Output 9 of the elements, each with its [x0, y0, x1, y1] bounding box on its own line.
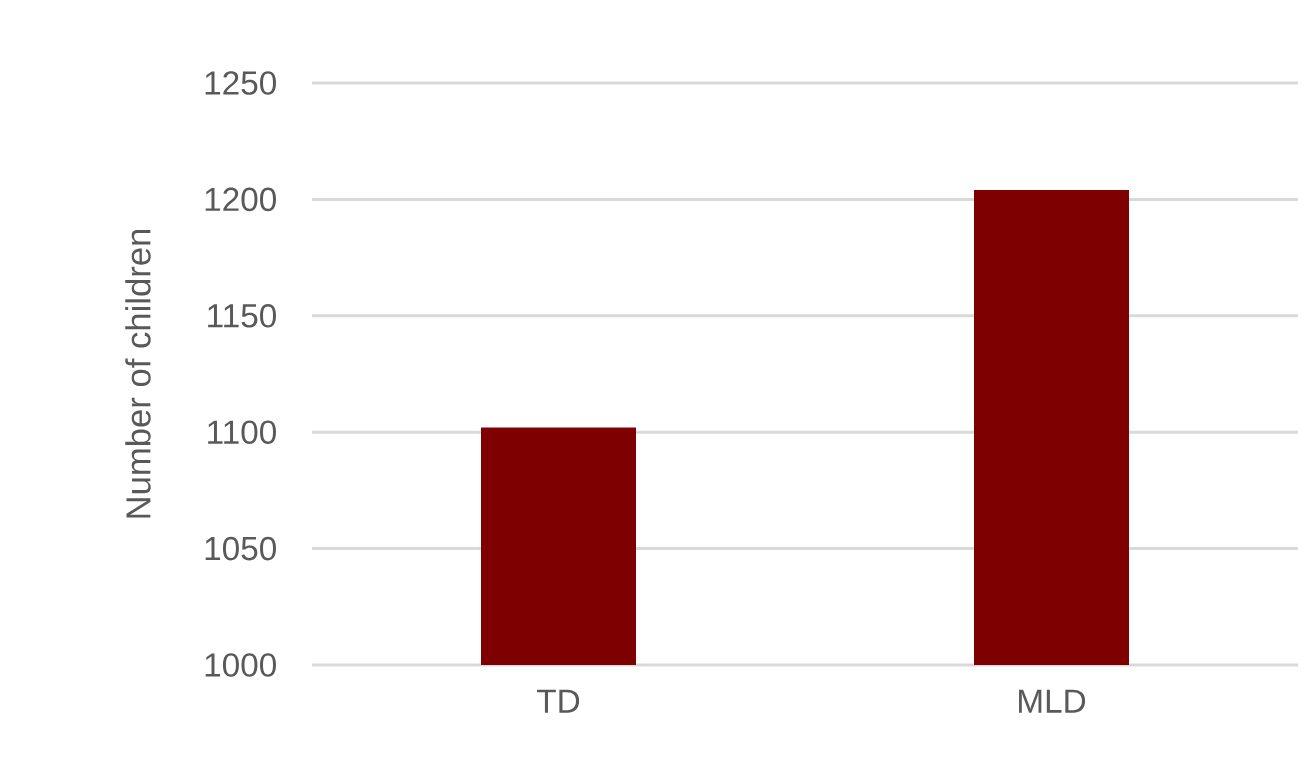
- y-tick-label: 1200: [205, 187, 276, 212]
- x-tick-label: MLD: [1019, 689, 1086, 713]
- y-tick-label: 1150: [208, 303, 276, 328]
- y-axis-title: Number of children: [125, 229, 151, 518]
- y-tick-label: 1100: [208, 420, 276, 444]
- y-tick-label: 1250: [205, 71, 276, 95]
- y-tick-label: 1000: [205, 653, 276, 677]
- y-tick-label: 1050: [205, 536, 276, 561]
- x-tick-label: TD: [537, 689, 580, 713]
